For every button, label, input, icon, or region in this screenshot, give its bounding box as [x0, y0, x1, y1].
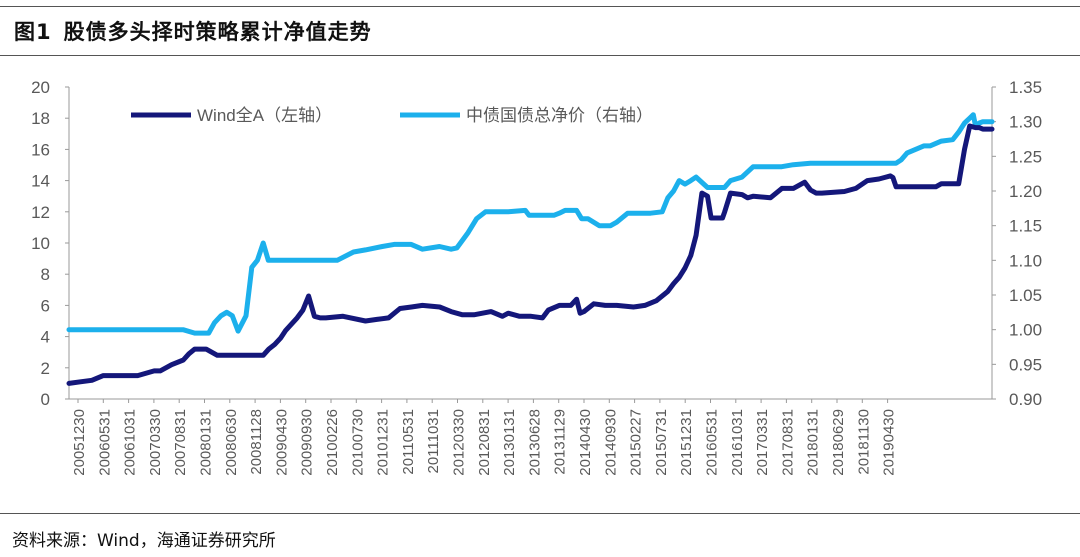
- x-tick-label: 20051230: [71, 409, 88, 476]
- top-border: [0, 6, 1080, 7]
- x-tick-label: 20130628: [526, 409, 543, 476]
- x-tick-label: 20060531: [96, 409, 113, 476]
- left-tick-label: 16: [31, 140, 50, 159]
- right-tick-label: 1.00: [1009, 321, 1042, 340]
- right-tick-label: 1.10: [1009, 251, 1042, 270]
- left-tick-label: 14: [31, 172, 50, 191]
- x-tick-label: 20081128: [248, 409, 265, 475]
- x-tick-label: 20130131: [501, 409, 518, 476]
- legend: Wind全A（左轴） 中债国债总净价（右轴）: [131, 106, 653, 125]
- x-tick-label: 20160531: [704, 409, 721, 476]
- left-tick-label: 10: [31, 234, 50, 253]
- figure-title-text: 股债多头择时策略累计净值走势: [63, 20, 372, 44]
- x-tick-label: 20150731: [653, 409, 670, 476]
- x-tick-label: 20190430: [881, 409, 898, 476]
- left-axis: 0 2 4 6 8 10 12 14 16 18 20: [31, 78, 69, 409]
- right-tick-label: 1.15: [1009, 217, 1042, 236]
- x-tick-label: 20111031: [425, 409, 442, 474]
- series-line-bond-index: [66, 112, 995, 336]
- x-tick-label: 20080131: [198, 409, 215, 476]
- right-tick-label: 1.25: [1009, 147, 1042, 166]
- x-tick-label: 20131129: [552, 409, 569, 475]
- x-tick-label: 20080630: [223, 409, 240, 476]
- x-tick-label: 20120330: [451, 409, 468, 476]
- x-tick-label: 20140930: [602, 409, 619, 476]
- x-tick-label: 20170831: [779, 409, 796, 476]
- x-tick-label: 20061031: [122, 409, 139, 476]
- x-tick-label: 20180629: [830, 409, 847, 476]
- x-tick-label: 20151231: [678, 409, 695, 476]
- x-tick-label: 20120831: [476, 409, 493, 476]
- legend-label: 中债国债总净价（右轴）: [466, 106, 653, 125]
- x-tick-label: 20140430: [577, 409, 594, 476]
- right-tick-label: 0.95: [1009, 355, 1042, 374]
- left-tick-label: 20: [31, 78, 50, 97]
- right-tick-label: 0.90: [1009, 390, 1042, 409]
- left-tick-label: 6: [41, 296, 50, 315]
- x-tick-label: 20150227: [628, 409, 645, 476]
- x-tick-label: 20110531: [400, 409, 417, 475]
- x-tick-label: 20090930: [299, 409, 316, 476]
- legend-item-bond-index: 中债国债总净价（右轴）: [400, 106, 653, 125]
- line-chart: 0 2 4 6 8 10 12 14 16 18 20 0.90 0.95 1.00 1.05 1.10 1.…: [31, 78, 1042, 476]
- source-note: 资料来源：Wind，海通证券研究所: [12, 531, 276, 551]
- series-line-wind-a: [66, 123, 995, 386]
- right-axis: 0.90 0.95 1.00 1.05 1.10 1.15 1.20 1.25 1.30 1.35: [992, 78, 1042, 409]
- bottom-divider: [0, 513, 1080, 514]
- left-tick-label: 0: [41, 390, 50, 409]
- x-tick-label: 20100226: [324, 409, 341, 476]
- left-tick-label: 8: [41, 265, 50, 284]
- x-tick-label: 20101231: [375, 409, 392, 476]
- x-tick-label: 20180131: [805, 409, 822, 476]
- x-tick-label: 20181130: [855, 409, 872, 475]
- figure-number: 图1: [14, 20, 52, 44]
- right-tick-label: 1.30: [1009, 113, 1042, 132]
- title-divider: [0, 55, 1080, 56]
- legend-item-wind-a: Wind全A（左轴）: [131, 106, 332, 125]
- x-tick-label: 20170331: [754, 409, 771, 476]
- left-tick-label: 4: [41, 328, 50, 347]
- legend-label: Wind全A（左轴）: [197, 106, 332, 125]
- figure-title: 图1 股债多头择时策略累计净值走势: [14, 16, 372, 46]
- left-tick-label: 18: [31, 109, 50, 128]
- right-tick-label: 1.35: [1009, 78, 1042, 97]
- x-tick-label: 20070831: [172, 409, 189, 476]
- x-tick-label: 20161031: [729, 409, 746, 476]
- x-tick-label: 20090430: [273, 409, 290, 476]
- right-tick-label: 1.05: [1009, 286, 1042, 305]
- right-tick-label: 1.20: [1009, 182, 1042, 201]
- x-tick-label: 20070330: [147, 409, 164, 476]
- x-axis: 20051230 20060531 20061031 20070330 20070831…: [71, 399, 898, 476]
- x-tick-label: 20100730: [349, 409, 366, 476]
- series-layer: [66, 112, 995, 386]
- left-tick-label: 2: [41, 359, 50, 378]
- left-tick-label: 12: [31, 203, 50, 222]
